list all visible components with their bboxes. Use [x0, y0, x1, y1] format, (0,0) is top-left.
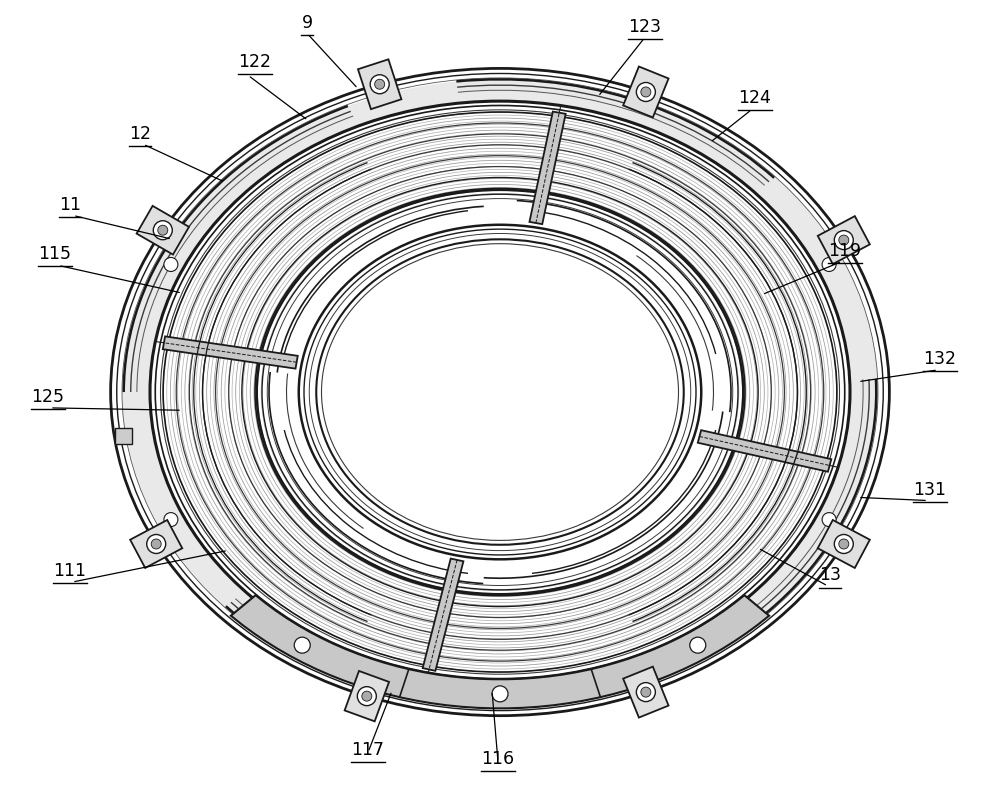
Polygon shape [345, 671, 389, 722]
Circle shape [834, 230, 853, 249]
Circle shape [375, 79, 385, 89]
Circle shape [839, 539, 849, 549]
Polygon shape [698, 430, 831, 472]
Polygon shape [234, 598, 766, 705]
Circle shape [690, 638, 706, 653]
Circle shape [294, 638, 310, 653]
Text: 11: 11 [59, 196, 81, 214]
Text: 9: 9 [301, 13, 313, 32]
Circle shape [822, 512, 836, 527]
Circle shape [641, 687, 651, 697]
Circle shape [834, 535, 853, 554]
Circle shape [839, 235, 849, 245]
Text: 119: 119 [828, 242, 862, 260]
Circle shape [641, 87, 651, 97]
Text: 115: 115 [39, 245, 72, 263]
Circle shape [362, 691, 372, 701]
Polygon shape [234, 79, 766, 186]
Text: 122: 122 [238, 53, 272, 71]
Polygon shape [115, 428, 132, 444]
Circle shape [153, 221, 172, 240]
Text: 13: 13 [819, 566, 841, 584]
Text: 117: 117 [352, 741, 384, 759]
Circle shape [357, 687, 376, 706]
Text: 123: 123 [629, 17, 662, 36]
Polygon shape [137, 206, 189, 254]
Circle shape [151, 539, 161, 549]
Circle shape [636, 683, 655, 702]
Circle shape [164, 257, 178, 272]
Text: 111: 111 [54, 562, 87, 580]
Circle shape [636, 82, 655, 101]
Circle shape [147, 535, 166, 554]
Polygon shape [122, 169, 253, 615]
Text: 124: 124 [739, 89, 771, 107]
Polygon shape [623, 667, 669, 718]
Polygon shape [130, 520, 182, 568]
Circle shape [370, 74, 389, 93]
Text: 125: 125 [32, 387, 64, 406]
Polygon shape [423, 558, 463, 671]
Circle shape [492, 686, 508, 702]
Polygon shape [529, 112, 566, 224]
Text: 131: 131 [914, 481, 947, 499]
Polygon shape [818, 216, 870, 264]
Polygon shape [623, 67, 669, 117]
Polygon shape [231, 595, 769, 708]
Polygon shape [163, 337, 298, 368]
Text: 12: 12 [129, 124, 151, 143]
Polygon shape [818, 520, 870, 568]
Polygon shape [747, 169, 878, 615]
Text: 116: 116 [481, 750, 515, 768]
Circle shape [822, 257, 836, 272]
Text: 132: 132 [923, 350, 956, 368]
Circle shape [164, 512, 178, 527]
Circle shape [158, 225, 168, 235]
Polygon shape [358, 59, 401, 109]
